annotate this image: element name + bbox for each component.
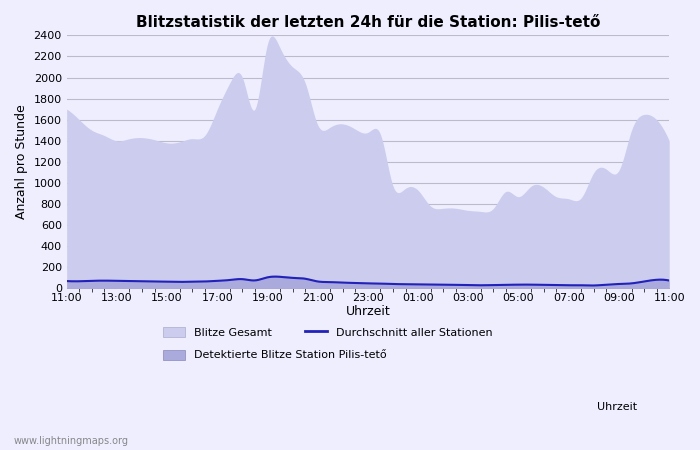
Text: Uhrzeit: Uhrzeit (597, 402, 637, 412)
Text: www.lightningmaps.org: www.lightningmaps.org (14, 436, 129, 446)
X-axis label: Uhrzeit: Uhrzeit (346, 305, 391, 318)
Legend: Detektierte Blitze Station Pilis-tető: Detektierte Blitze Station Pilis-tető (162, 350, 386, 360)
Y-axis label: Anzahl pro Stunde: Anzahl pro Stunde (15, 104, 28, 219)
Title: Blitzstatistik der letzten 24h für die Station: Pilis-tető: Blitzstatistik der letzten 24h für die S… (136, 15, 600, 30)
